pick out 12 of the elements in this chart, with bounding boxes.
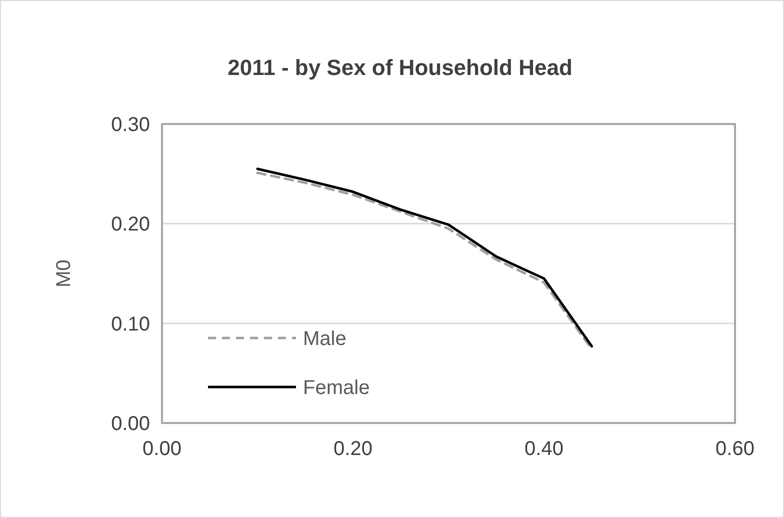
y-tick-label: 0.30	[111, 114, 150, 136]
y-tick-label: 0.20	[111, 214, 150, 236]
x-tick-label: 0.60	[716, 438, 754, 460]
legend-label: Female	[303, 377, 370, 399]
y-tick-label: 0.10	[111, 313, 150, 336]
y-tick-label: 0.00	[111, 413, 150, 435]
x-tick-label: 0.00	[142, 438, 182, 460]
x-tick-label: 0.40	[524, 438, 564, 460]
y-axis-title: M0	[53, 260, 75, 288]
chart-title: 2011 - by Sex of Household Head	[228, 55, 572, 80]
x-tick-label: 0.20	[334, 438, 372, 460]
legend-label: Male	[303, 328, 346, 350]
